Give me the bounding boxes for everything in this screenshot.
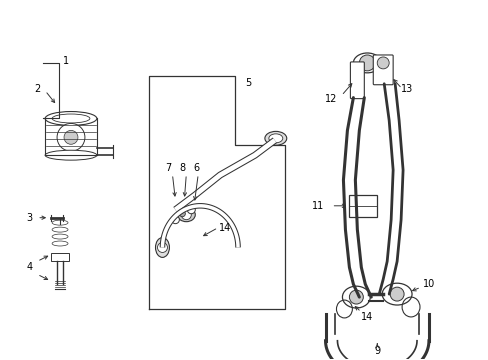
Text: 3: 3 [26,213,32,223]
FancyBboxPatch shape [372,55,392,85]
Ellipse shape [155,238,169,257]
Circle shape [376,57,388,69]
Circle shape [157,243,167,252]
Ellipse shape [45,112,97,125]
Text: 2: 2 [34,84,40,94]
Circle shape [187,206,195,214]
Text: 10: 10 [422,279,434,289]
Ellipse shape [45,150,97,160]
FancyBboxPatch shape [350,62,364,99]
Text: 13: 13 [400,84,412,94]
Circle shape [64,130,78,144]
Circle shape [179,211,185,217]
Bar [349,195,376,217]
Text: 4: 4 [26,262,32,272]
Circle shape [359,55,374,71]
Ellipse shape [353,53,381,73]
Circle shape [349,290,363,304]
Circle shape [181,210,191,220]
Ellipse shape [52,114,90,123]
Circle shape [389,287,403,301]
Text: 11: 11 [311,201,323,211]
Text: 8: 8 [179,163,185,173]
Text: 12: 12 [325,94,337,104]
Circle shape [57,123,85,151]
Bar [51,253,69,261]
Ellipse shape [382,283,411,305]
Ellipse shape [177,208,195,222]
Text: 5: 5 [244,78,251,88]
Text: 6: 6 [193,163,199,173]
Text: 7: 7 [165,163,171,173]
Ellipse shape [342,286,369,308]
Text: 1: 1 [63,56,69,66]
Ellipse shape [268,134,282,143]
Ellipse shape [264,131,286,145]
Text: 14: 14 [361,312,373,322]
Text: 9: 9 [373,346,380,356]
Circle shape [171,216,179,224]
Text: 14: 14 [219,222,231,233]
